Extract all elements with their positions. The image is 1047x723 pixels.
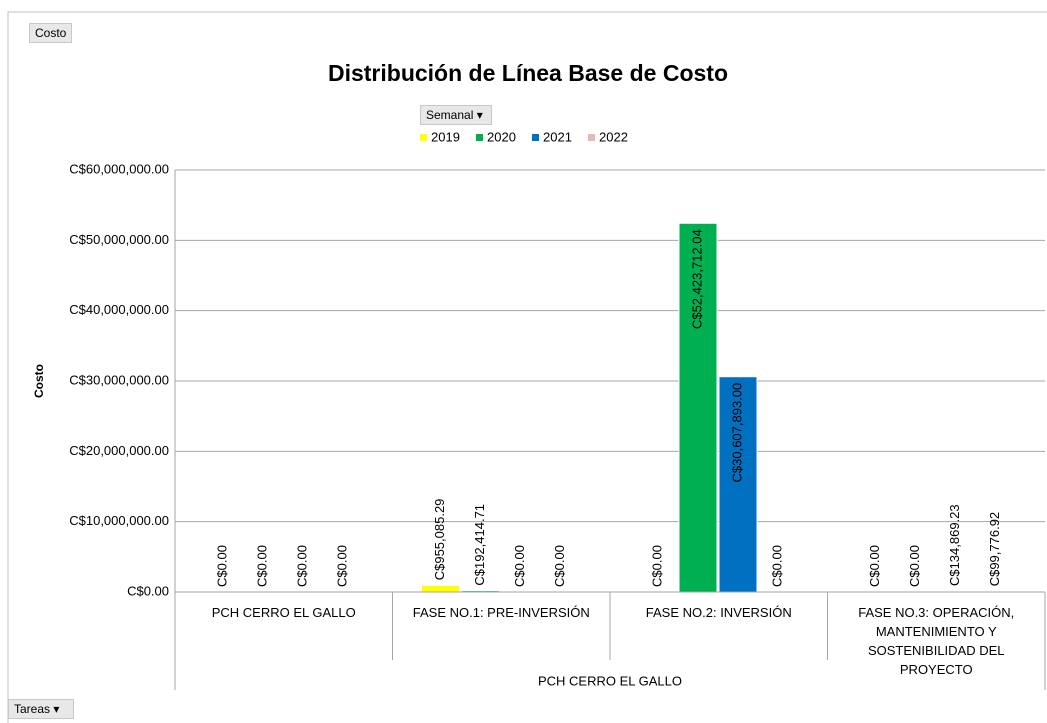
legend-swatch xyxy=(420,134,427,141)
y-tick-label: C$60,000,000.00 xyxy=(69,161,169,176)
x-tick-label: FASE NO.2: INVERSIÓN xyxy=(645,605,792,620)
chart-border xyxy=(7,11,1047,723)
bar xyxy=(678,222,718,593)
y-tick-label: C$10,000,000.00 xyxy=(69,513,169,528)
data-label: C$0.00 xyxy=(334,545,349,587)
data-label: C$0.00 xyxy=(769,545,784,587)
legend-label: 2021 xyxy=(543,129,572,144)
y-axis-title: Costo xyxy=(32,364,46,398)
y-tick-label: C$40,000,000.00 xyxy=(69,302,169,317)
y-tick-label: C$30,000,000.00 xyxy=(69,372,169,387)
outer-category-label: PCH CERRO EL GALLO xyxy=(538,673,682,688)
filter-button[interactable]: Semanal ▾ xyxy=(420,105,492,125)
field-button[interactable]: Costo xyxy=(29,23,73,43)
data-label: C$192,414.71 xyxy=(472,504,487,586)
legend-label: 2020 xyxy=(487,129,516,144)
legend-label: 2022 xyxy=(599,129,628,144)
x-tick-label: FASE NO.3: OPERACIÓN, MANTENIMIENTO Y SO… xyxy=(858,605,1015,677)
data-label: C$0.00 xyxy=(254,545,269,587)
bar xyxy=(421,584,460,593)
data-label: C$99,776.92 xyxy=(987,512,1002,586)
x-tick-label: PCH CERRO EL GALLO xyxy=(211,605,356,620)
data-label: C$52,423,712.04 xyxy=(689,229,704,329)
legend-swatch xyxy=(532,134,539,141)
chart-title: Distribución de Línea Base de Costo xyxy=(328,60,728,86)
data-label: C$0.00 xyxy=(867,545,882,587)
data-label: C$0.00 xyxy=(649,545,664,587)
bar xyxy=(718,376,758,593)
x-tick-label: FASE NO.1: PRE-INVERSIÓN xyxy=(412,605,590,620)
axis-field-label: Tareas xyxy=(14,702,51,716)
filter-label: Semanal xyxy=(426,108,474,122)
data-label: C$0.00 xyxy=(907,545,922,587)
legend-swatch xyxy=(588,134,595,141)
y-tick-label: C$20,000,000.00 xyxy=(69,443,169,458)
data-label: C$955,085.29 xyxy=(432,499,447,581)
axis-field-button[interactable]: Tareas ▾ xyxy=(8,699,74,719)
data-label: C$0.00 xyxy=(214,545,229,587)
data-label: C$30,607,893.00 xyxy=(729,383,744,483)
data-label: C$134,869.23 xyxy=(947,504,962,586)
legend-label: 2019 xyxy=(431,129,460,144)
data-label: C$0.00 xyxy=(294,545,309,587)
legend-swatch xyxy=(476,134,483,141)
y-tick-label: C$0.00 xyxy=(127,583,169,598)
y-tick-label: C$50,000,000.00 xyxy=(69,232,169,247)
data-label: C$0.00 xyxy=(552,545,567,587)
data-label: C$0.00 xyxy=(512,545,527,587)
